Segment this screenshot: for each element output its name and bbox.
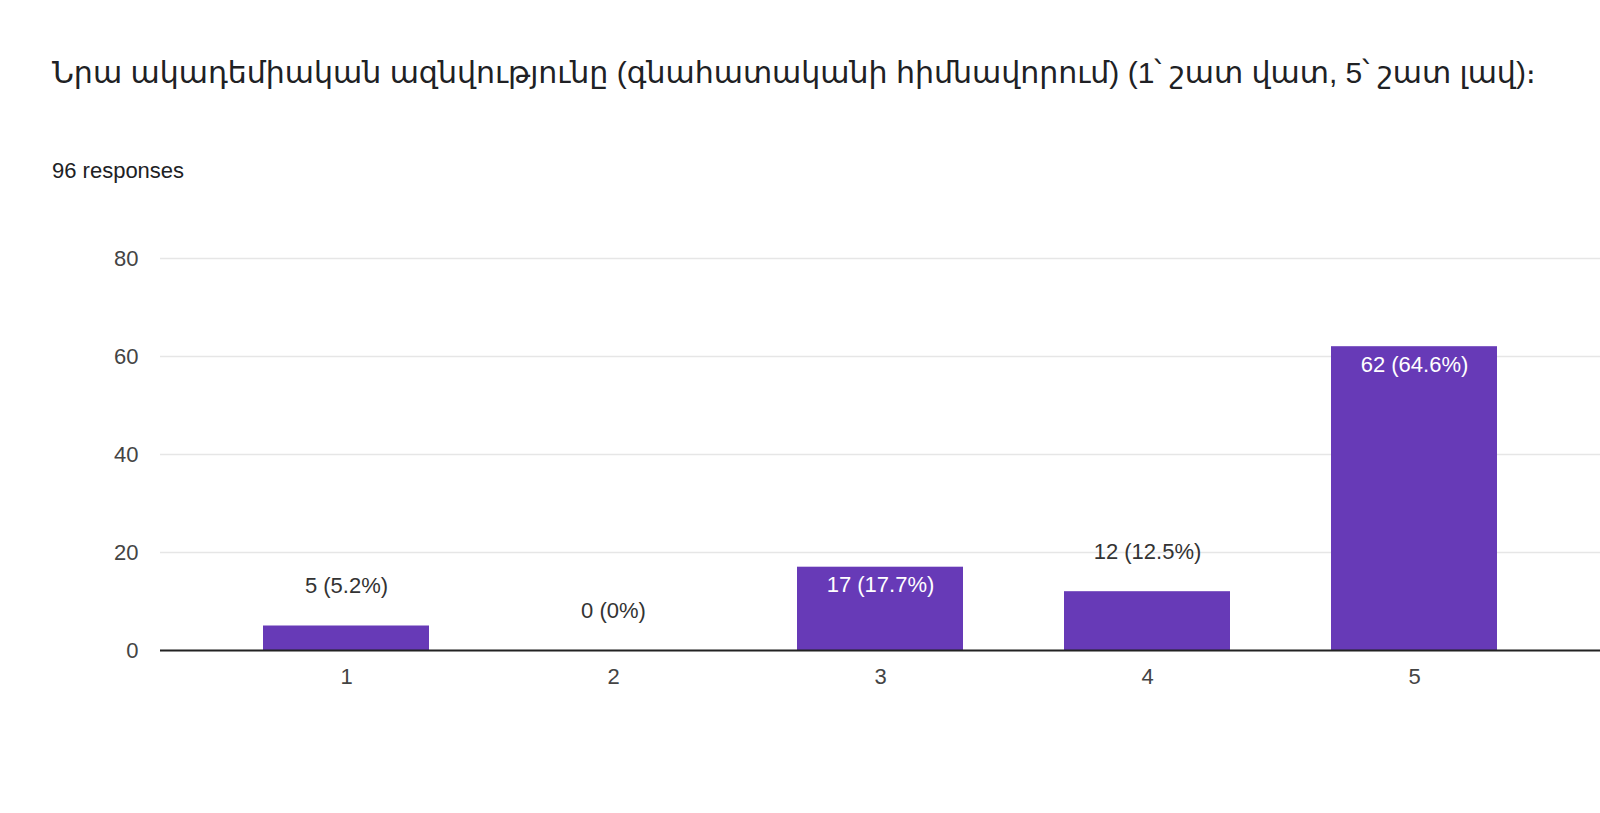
svg-text:3: 3 <box>874 664 886 689</box>
svg-text:2: 2 <box>607 664 619 689</box>
svg-text:60: 60 <box>114 344 138 369</box>
svg-text:0 (0%): 0 (0%) <box>581 598 646 623</box>
svg-text:62 (64.6%): 62 (64.6%) <box>1361 352 1469 377</box>
html-text:96 responses: 96 responses <box>52 158 185 183</box>
svg-text:12 (12.5%): 12 (12.5%) <box>1094 539 1202 564</box>
html-text:Նրա ակադեմիական ազնվությունը (: Նրա ակադեմիական ազնվությունը (գնահատական… <box>52 56 1536 89</box>
svg-text:1: 1 <box>340 664 352 689</box>
svg-text:80: 80 <box>114 246 138 271</box>
svg-text:20: 20 <box>114 540 138 565</box>
svg-text:4: 4 <box>1141 664 1153 689</box>
svg-text:5 (5.2%): 5 (5.2%) <box>305 573 388 598</box>
svg-text:40: 40 <box>114 442 138 467</box>
svg-text:0: 0 <box>126 638 138 663</box>
svg-text:17 (17.7%): 17 (17.7%) <box>827 572 935 597</box>
svg-text:5: 5 <box>1408 664 1420 689</box>
